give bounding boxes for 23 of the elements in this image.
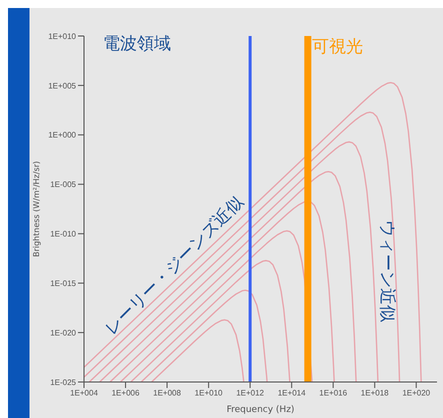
annotation: ウィーン近似 bbox=[376, 220, 398, 322]
x-axis-title: Frequency (Hz) bbox=[226, 405, 294, 415]
x-tick-label: 1E+020 bbox=[402, 388, 431, 398]
x-tick-label: 1E+018 bbox=[360, 388, 390, 398]
x-tick-label: 1E+006 bbox=[112, 388, 140, 398]
x-tick-label: 1E+016 bbox=[319, 388, 348, 398]
x-tick-label: 1E+010 bbox=[194, 388, 224, 398]
y-tick-label: 1E-020 bbox=[50, 328, 77, 338]
x-tick-label: 1E+012 bbox=[236, 388, 265, 398]
y-tick-label: 1E-005 bbox=[50, 180, 77, 190]
ref-line-label: 可視光 bbox=[312, 37, 363, 58]
y-tick-label: 1E+010 bbox=[48, 32, 77, 41]
annotation: 電波領域 bbox=[103, 33, 171, 55]
y-tick-label: 1E-010 bbox=[50, 230, 77, 239]
y-axis-title: Brightness (W/m²/Hz/sr) bbox=[32, 160, 41, 258]
x-tick-label: 1E+014 bbox=[278, 388, 306, 398]
x-tick-label: 1E+004 bbox=[70, 388, 98, 398]
y-tick-label: 1E+005 bbox=[48, 81, 77, 90]
y-tick-label: 1E-015 bbox=[50, 278, 77, 288]
x-tick-label: 1E+008 bbox=[153, 388, 182, 398]
y-tick-label: 1E-025 bbox=[50, 378, 77, 387]
y-tick-label: 1E+000 bbox=[48, 130, 77, 140]
annotation: レーリー・ジーンズ近似 bbox=[100, 192, 248, 340]
